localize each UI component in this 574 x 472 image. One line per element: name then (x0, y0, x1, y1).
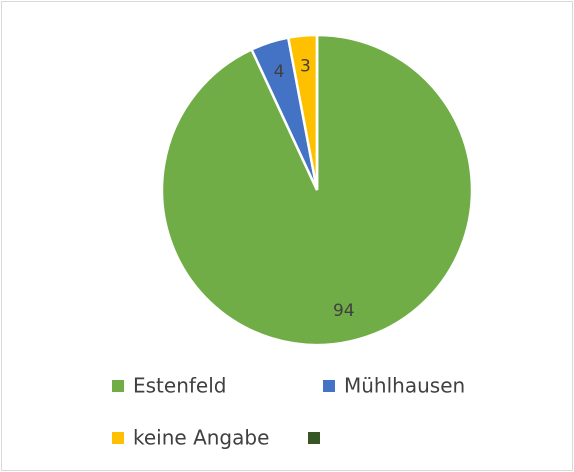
data-label: 94 (333, 301, 355, 321)
data-label: 4 (274, 62, 285, 82)
legend-label: keine Angabe (133, 426, 269, 450)
legend-swatch (112, 380, 124, 392)
legend-label: Estenfeld (133, 374, 226, 398)
legend-swatch (308, 432, 320, 444)
legend-swatch (112, 432, 124, 444)
data-label: 3 (300, 57, 311, 77)
legend-swatch (323, 380, 335, 392)
legend-label: Mühlhausen (344, 374, 465, 398)
